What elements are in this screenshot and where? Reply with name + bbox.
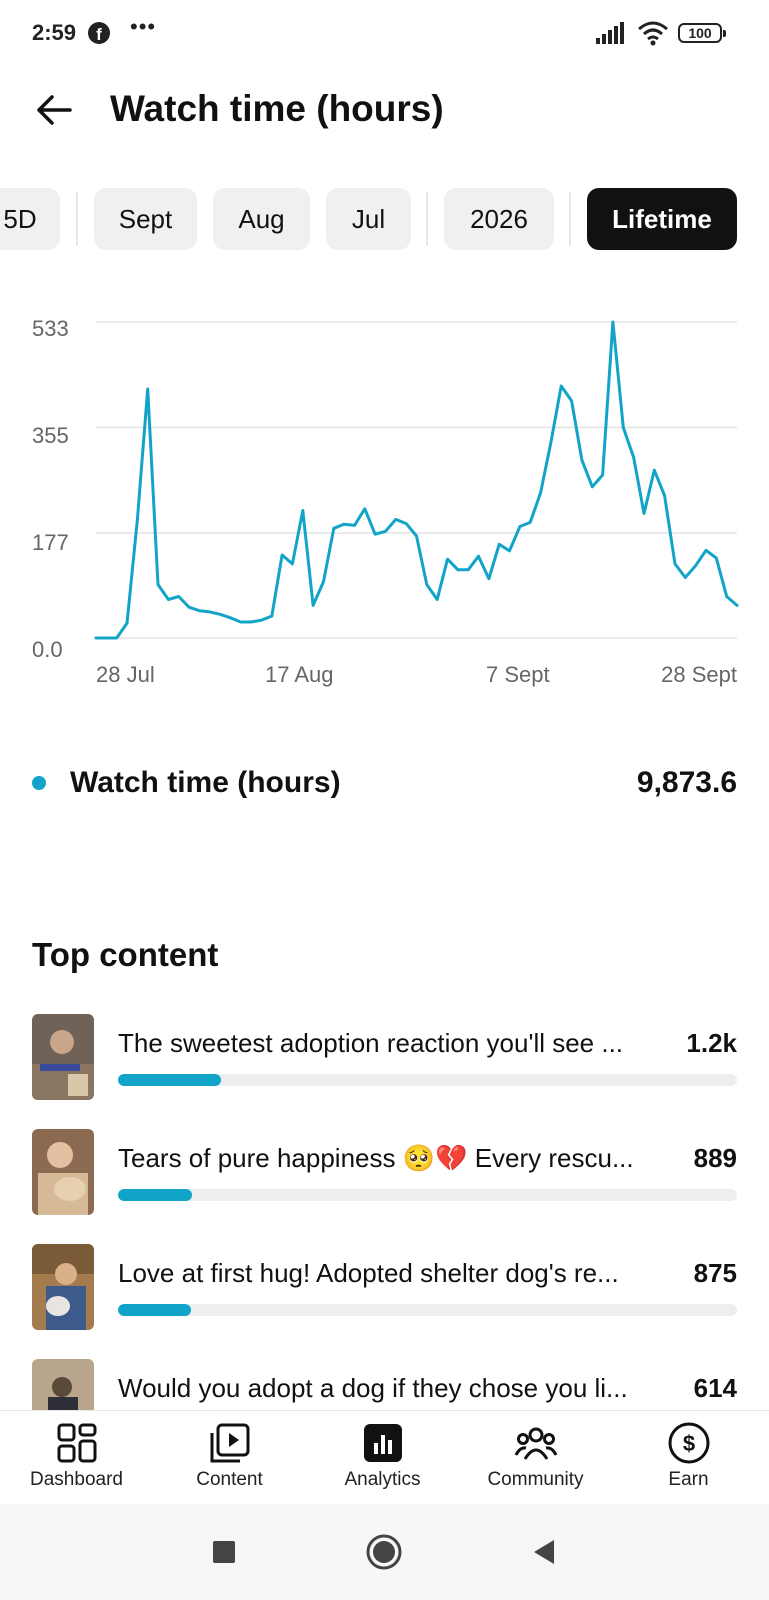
chip-2026[interactable]: 2026: [444, 188, 554, 250]
legend-total-value: 9,873.6: [636, 766, 737, 799]
nav-dashboard[interactable]: Dashboard: [0, 1411, 153, 1505]
nav-content[interactable]: Content: [153, 1411, 306, 1505]
list-item[interactable]: Would you adopt a dog if they chose you …: [0, 1359, 769, 1410]
chip-aug[interactable]: Aug: [213, 188, 310, 250]
nav-label: Community: [487, 1469, 584, 1490]
x-tick-label: 28 Sept: [661, 662, 737, 687]
content-title: The sweetest adoption reaction you'll se…: [118, 1028, 624, 1058]
top-content-title: Top content: [32, 936, 219, 973]
list-item[interactable]: The sweetest adoption reaction you'll se…: [0, 1014, 769, 1104]
nav-earn[interactable]: $ Earn: [612, 1411, 765, 1505]
recent-apps-icon[interactable]: [200, 1528, 248, 1576]
content-bar-fill: [118, 1304, 192, 1316]
nav-label: Content: [196, 1469, 263, 1490]
chip-lifetime[interactable]: Lifetime: [587, 188, 737, 250]
series-line-0: [94, 320, 739, 640]
chart-grid: [96, 321, 737, 639]
content-bar-fill: [118, 1189, 193, 1201]
list-item[interactable]: Tears of pure happiness 🥺💔 Every rescu..…: [0, 1129, 769, 1219]
content-bar-track: [118, 1304, 737, 1316]
content-count: 614: [693, 1373, 737, 1403]
community-icon: [514, 1427, 557, 1460]
y-tick-label: 177: [32, 530, 69, 555]
bottom-nav: Dashboard Content Analytics Community: [0, 1410, 769, 1504]
status-time: 2:59: [32, 20, 77, 45]
nav-label: Earn: [668, 1469, 709, 1490]
earn-icon: $: [668, 1422, 709, 1464]
facebook-icon: f: [88, 22, 110, 44]
nav-label: Dashboard: [30, 1469, 123, 1490]
period-filter-row: 5D Sept Aug Jul 2026 Lifetime: [0, 188, 769, 250]
video-thumbnail: [32, 1129, 94, 1215]
legend-dot: [32, 776, 46, 790]
content-count: 889: [693, 1143, 737, 1173]
legend-label: Watch time (hours): [70, 766, 341, 799]
battery-icon: 100: [678, 23, 726, 43]
content-title: Would you adopt a dog if they chose you …: [118, 1373, 628, 1403]
nav-label: Analytics: [344, 1469, 421, 1490]
top-content-list: The sweetest adoption reaction you'll se…: [0, 1014, 769, 1410]
chip-divider: [426, 192, 428, 246]
dashboard-icon: [57, 1423, 96, 1463]
nav-community[interactable]: Community: [459, 1411, 612, 1505]
video-thumbnail: [32, 1244, 94, 1330]
nav-analytics[interactable]: Analytics: [306, 1411, 459, 1505]
system-nav-bar: [0, 1504, 769, 1600]
chip-sept[interactable]: Sept: [94, 188, 197, 250]
analytics-icon: [363, 1424, 402, 1462]
content-icon: [210, 1423, 249, 1463]
watch-time-chart: 533 355 177 0.0 28 Jul 17 Aug 7 Sept 28 …: [32, 316, 739, 687]
list-item[interactable]: Love at first hug! Adopted shelter dog's…: [0, 1244, 769, 1334]
content-count: 1.2k: [686, 1028, 737, 1058]
chip-divider: [76, 192, 78, 246]
content-count: 875: [693, 1258, 737, 1288]
video-thumbnail: [32, 1359, 94, 1410]
chart-series: [94, 320, 739, 640]
y-axis: 533 355 177 0.0: [32, 316, 69, 662]
signal-icon: [596, 22, 624, 44]
content-bar-track: [118, 1189, 737, 1201]
content-title: Tears of pure happiness 🥺💔 Every rescu..…: [118, 1143, 634, 1173]
content-bar-track: [118, 1074, 737, 1086]
y-tick-label: 533: [32, 316, 69, 341]
chip-5d[interactable]: 5D: [0, 188, 60, 250]
x-axis: 28 Jul 17 Aug 7 Sept 28 Sept: [96, 662, 737, 687]
wifi-icon: [638, 21, 668, 46]
chip-divider: [569, 192, 571, 246]
battery-level: 100: [688, 25, 712, 41]
x-tick-label: 28 Jul: [96, 662, 155, 687]
status-bar: 2:59 f ••• 100: [0, 0, 769, 66]
y-tick-label: 0.0: [32, 637, 63, 662]
back-arrow-icon[interactable]: [32, 88, 76, 132]
page-title: Watch time (hours): [110, 88, 444, 129]
x-tick-label: 7 Sept: [486, 662, 550, 687]
more-dots-icon: •••: [130, 14, 157, 39]
x-tick-label: 17 Aug: [265, 662, 334, 687]
y-tick-label: 355: [32, 423, 69, 448]
back-triangle-icon[interactable]: [520, 1528, 568, 1576]
content-title: Love at first hug! Adopted shelter dog's…: [118, 1258, 619, 1288]
video-thumbnail: [32, 1014, 94, 1100]
svg-text:$: $: [682, 1431, 694, 1456]
chip-jul[interactable]: Jul: [326, 188, 411, 250]
home-icon[interactable]: [360, 1528, 408, 1576]
content-bar-fill: [118, 1074, 222, 1086]
